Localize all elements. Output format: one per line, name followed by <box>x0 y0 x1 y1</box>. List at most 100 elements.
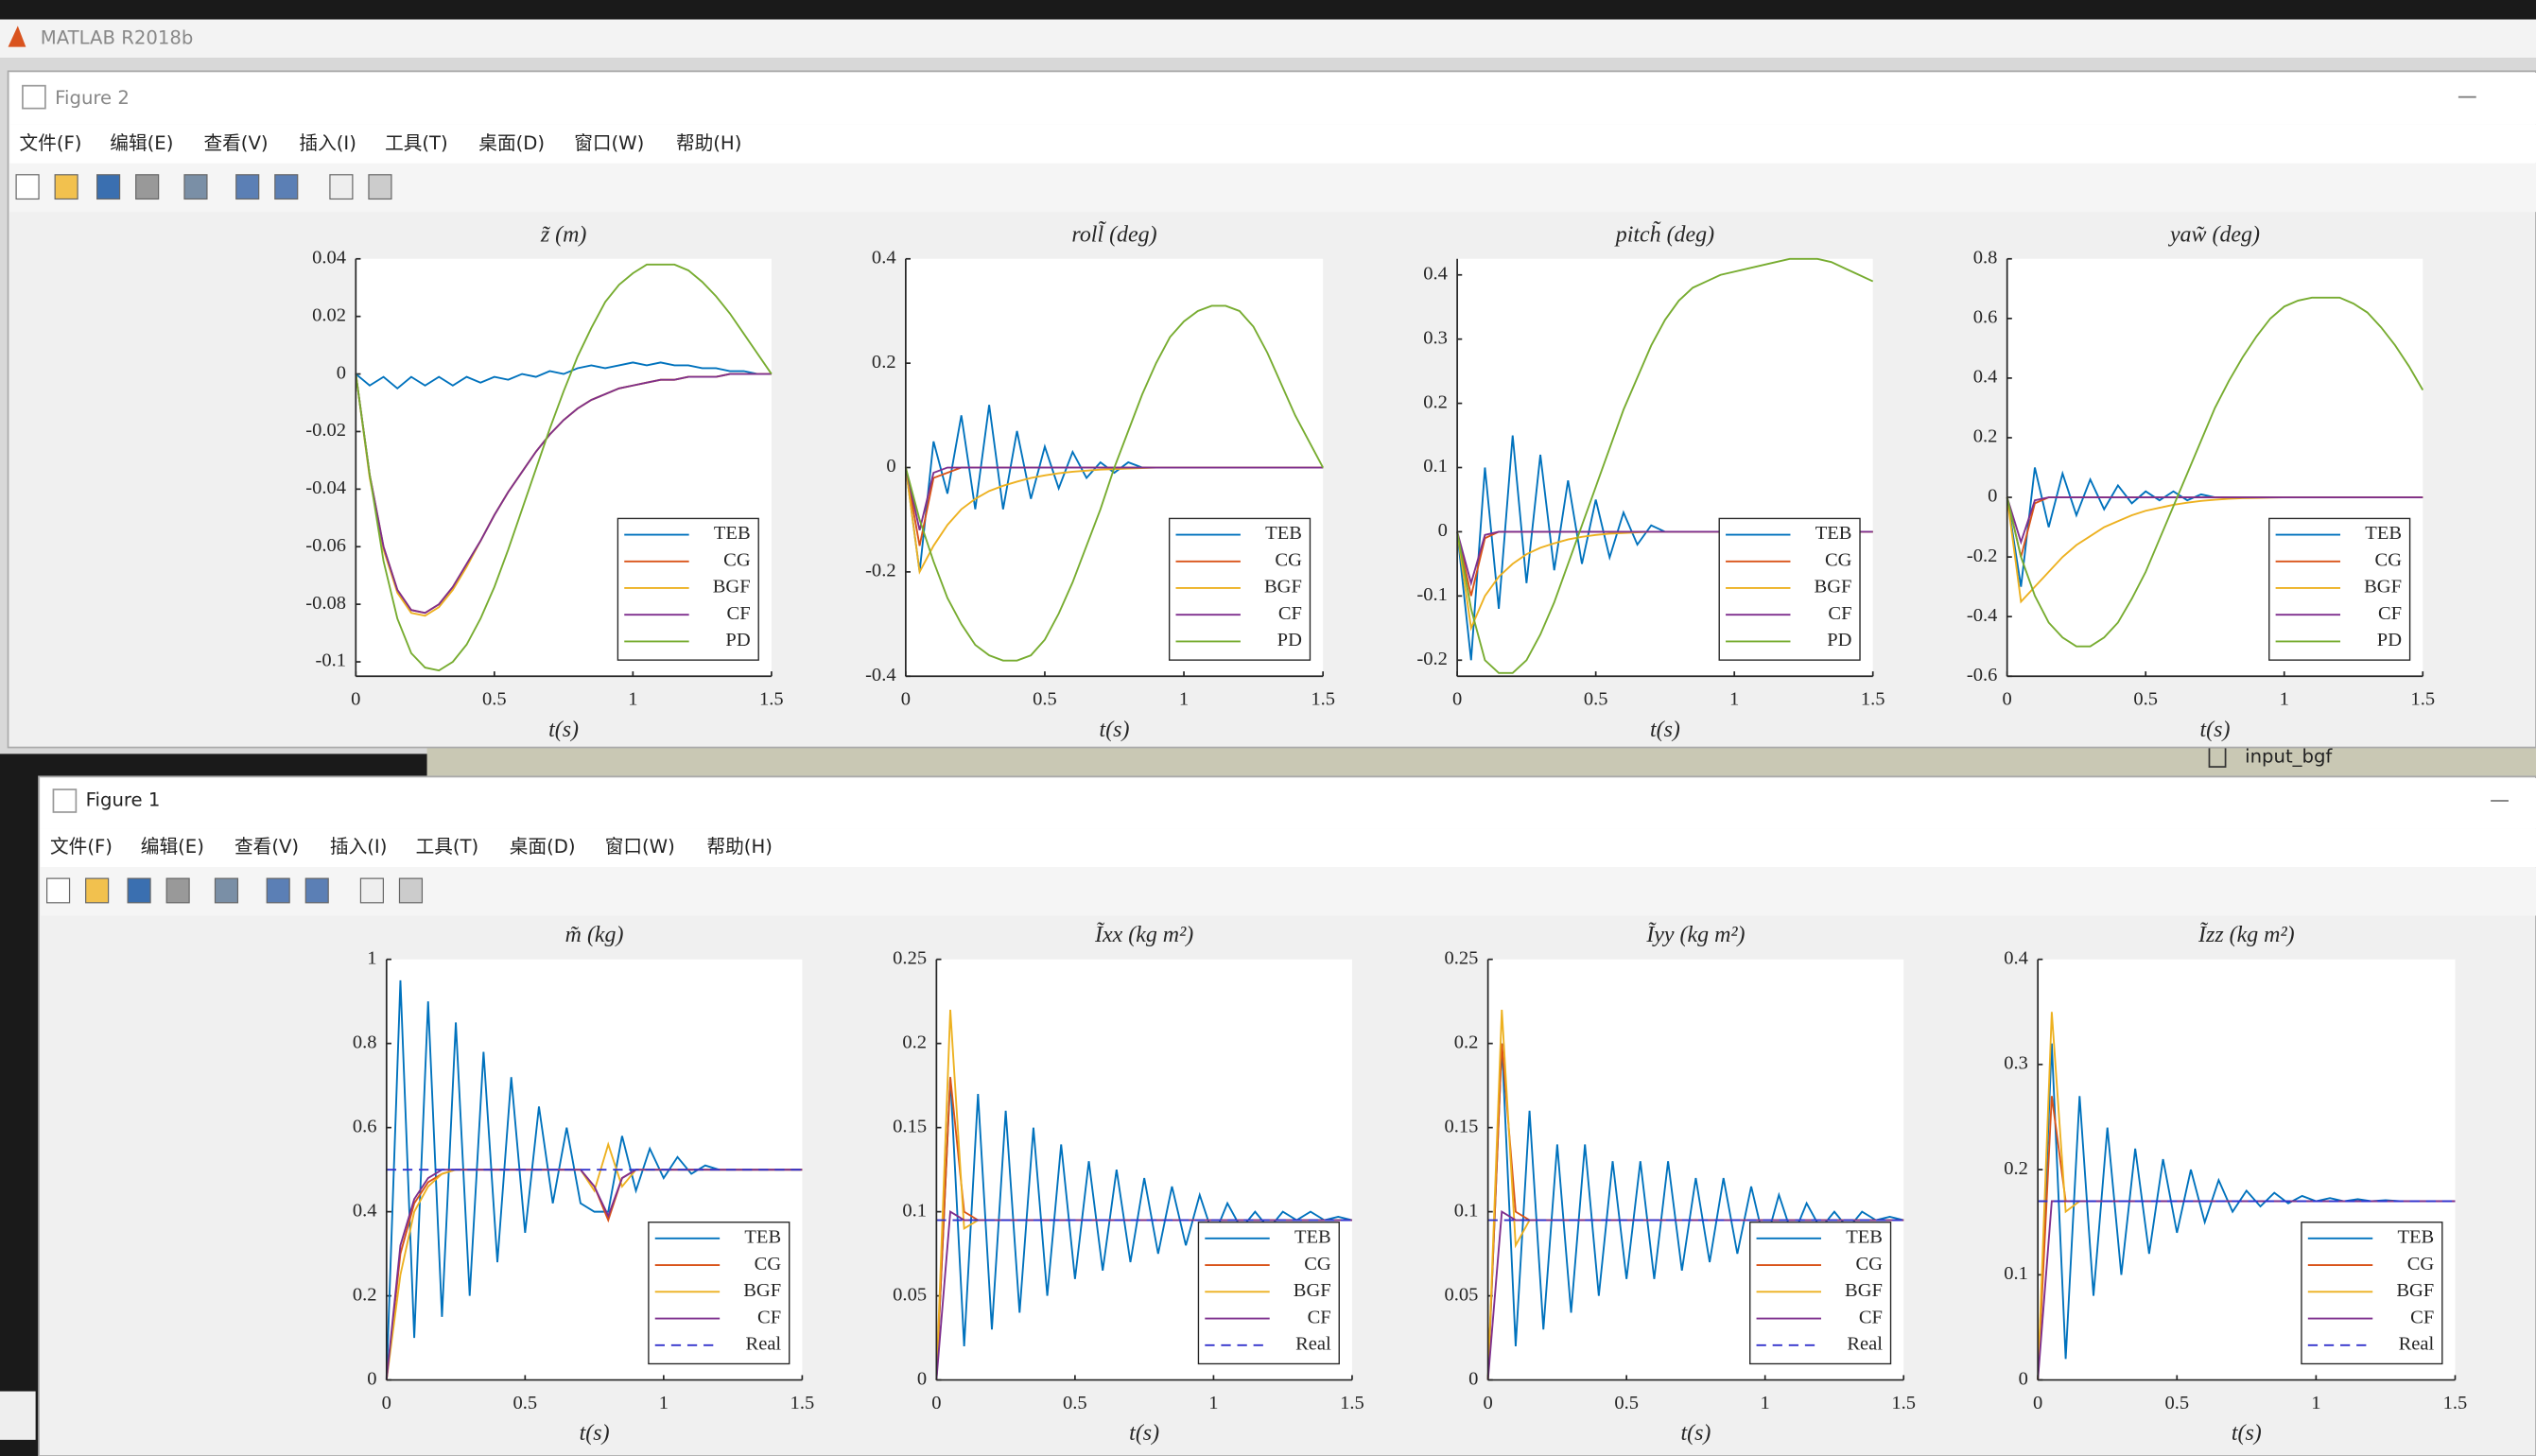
toolbar-button[interactable] <box>274 174 299 200</box>
legend-label: CG <box>1275 549 1302 570</box>
series-line <box>355 373 772 615</box>
toolbar-button[interactable] <box>96 174 121 200</box>
y-tick-label: -0.04 <box>305 477 346 498</box>
menu-item[interactable]: 工具(T) <box>385 132 448 154</box>
menu-item[interactable]: 桌面(D) <box>510 836 576 858</box>
legend-label: CG <box>1304 1254 1331 1274</box>
x-tick-label: 0.5 <box>513 1393 538 1413</box>
toolbar-button[interactable] <box>359 877 384 904</box>
x-tick-label: 0 <box>1483 1393 1492 1413</box>
x-axis-label: t(s) <box>580 1421 610 1446</box>
toolbar-button[interactable] <box>46 877 71 904</box>
legend-label: CF <box>1859 1307 1883 1327</box>
menu-item[interactable]: 窗口(W) <box>574 132 644 154</box>
legend-label: TEB <box>1815 523 1852 544</box>
x-tick-label: 1.5 <box>2410 689 2435 710</box>
chart-title: pitch̃ (deg) <box>1614 221 1714 248</box>
series-line <box>904 304 1324 662</box>
toolbar-button[interactable] <box>127 877 151 904</box>
menu-item[interactable]: 编辑(E) <box>110 132 173 154</box>
y-tick-label: -0.4 <box>1967 605 1997 626</box>
legend-label: CF <box>1278 603 1302 624</box>
y-tick-label: 0.4 <box>353 1200 377 1221</box>
menu-item[interactable]: 窗口(W) <box>605 836 675 858</box>
menu-item[interactable]: 编辑(E) <box>141 836 204 858</box>
legend <box>1197 1222 1340 1365</box>
y-tick-label: 0.6 <box>353 1116 377 1136</box>
y-tick-label: 0.4 <box>1423 263 1448 284</box>
y-tick-label: 0 <box>917 1368 927 1389</box>
editor-strip <box>426 747 2536 777</box>
x-tick-label: 0 <box>382 1393 391 1413</box>
y-tick-label: 0.1 <box>1423 456 1448 477</box>
legend-label: CF <box>1308 1307 1331 1327</box>
menu-item[interactable]: 插入(I) <box>330 836 387 858</box>
toolbar-button[interactable] <box>398 877 424 904</box>
menu-item[interactable]: 帮助(H) <box>706 836 772 858</box>
x-tick-label: 1.5 <box>1861 689 1885 710</box>
menu-item[interactable]: 文件(F) <box>50 836 113 858</box>
x-tick-label: 0.5 <box>1584 689 1608 710</box>
chart-title: Ĩyy (kg m²) <box>1645 923 1745 947</box>
menu-item[interactable]: 文件(F) <box>20 132 82 154</box>
y-tick-label: -0.06 <box>305 535 346 556</box>
series-line <box>1486 1043 1904 1380</box>
legend <box>1168 517 1311 661</box>
legend <box>617 517 759 661</box>
x-tick-label: 0.5 <box>2164 1393 2189 1413</box>
app-titlebar <box>0 19 2536 59</box>
legend <box>2268 517 2411 661</box>
chart-title: z̃ (m) <box>540 222 587 247</box>
legend-label: CG <box>2375 549 2403 570</box>
legend-label: Real <box>1847 1333 1883 1354</box>
x-tick-label: 1 <box>1208 1393 1218 1413</box>
y-tick-label: -0.08 <box>305 593 346 614</box>
x-tick-label: 0.5 <box>2133 689 2158 710</box>
y-tick-label: 0.3 <box>2004 1053 2028 1074</box>
toolbar-button[interactable] <box>214 877 239 904</box>
menu-item[interactable]: 帮助(H) <box>676 132 741 154</box>
legend-label: CF <box>727 603 751 624</box>
x-tick-label: 1 <box>2280 689 2289 710</box>
legend-label: BGF <box>1264 577 1302 598</box>
menu-item[interactable]: 查看(V) <box>234 836 299 858</box>
menu-item[interactable]: 查看(V) <box>204 132 269 154</box>
toolbar-button[interactable] <box>266 877 290 904</box>
y-tick-label: 0 <box>1468 1368 1478 1389</box>
window-titlebar <box>9 73 2536 125</box>
legend-label: PD <box>2377 630 2402 650</box>
x-axis-label: t(s) <box>2232 1421 2262 1446</box>
toolbar-button[interactable] <box>165 877 190 904</box>
toolbar-button[interactable] <box>183 174 208 200</box>
menu-item[interactable]: 工具(T) <box>416 836 479 858</box>
toolbar-button[interactable] <box>54 174 78 200</box>
toolbar-button[interactable] <box>135 174 160 200</box>
legend-label: Real <box>1295 1333 1331 1354</box>
legend-label: TEB <box>714 523 751 544</box>
series-line <box>1456 257 1874 674</box>
x-axis-label: t(s) <box>1129 1421 1159 1446</box>
x-tick-label: 0.5 <box>1063 1393 1087 1413</box>
x-axis-label: t(s) <box>548 718 579 742</box>
legend <box>1718 517 1861 661</box>
y-tick-label: 0 <box>886 456 895 477</box>
legend <box>648 1222 790 1365</box>
x-tick-label: 0 <box>351 689 360 710</box>
y-tick-label: -0.1 <box>316 650 346 671</box>
toolbar-button[interactable] <box>368 174 392 200</box>
menu-item[interactable]: 桌面(D) <box>478 132 545 154</box>
legend-label: CG <box>1825 549 1852 570</box>
menu-item[interactable]: 插入(I) <box>299 132 356 154</box>
toolbar-button[interactable] <box>304 877 329 904</box>
x-tick-label: 0 <box>901 689 911 710</box>
toolbar-button[interactable] <box>329 174 354 200</box>
x-tick-label: 0 <box>931 1393 941 1413</box>
toolbar-button[interactable] <box>85 877 110 904</box>
matlab-logo <box>8 26 26 47</box>
y-tick-label: -0.6 <box>1967 665 1997 685</box>
x-tick-label: 1.5 <box>759 689 784 710</box>
toolbar-button[interactable] <box>235 174 260 200</box>
toolbar-button[interactable] <box>15 174 40 200</box>
chart-title: Ĩxx (kg m²) <box>1094 923 1193 947</box>
workspace-item[interactable]: input_bgf <box>2245 745 2333 767</box>
